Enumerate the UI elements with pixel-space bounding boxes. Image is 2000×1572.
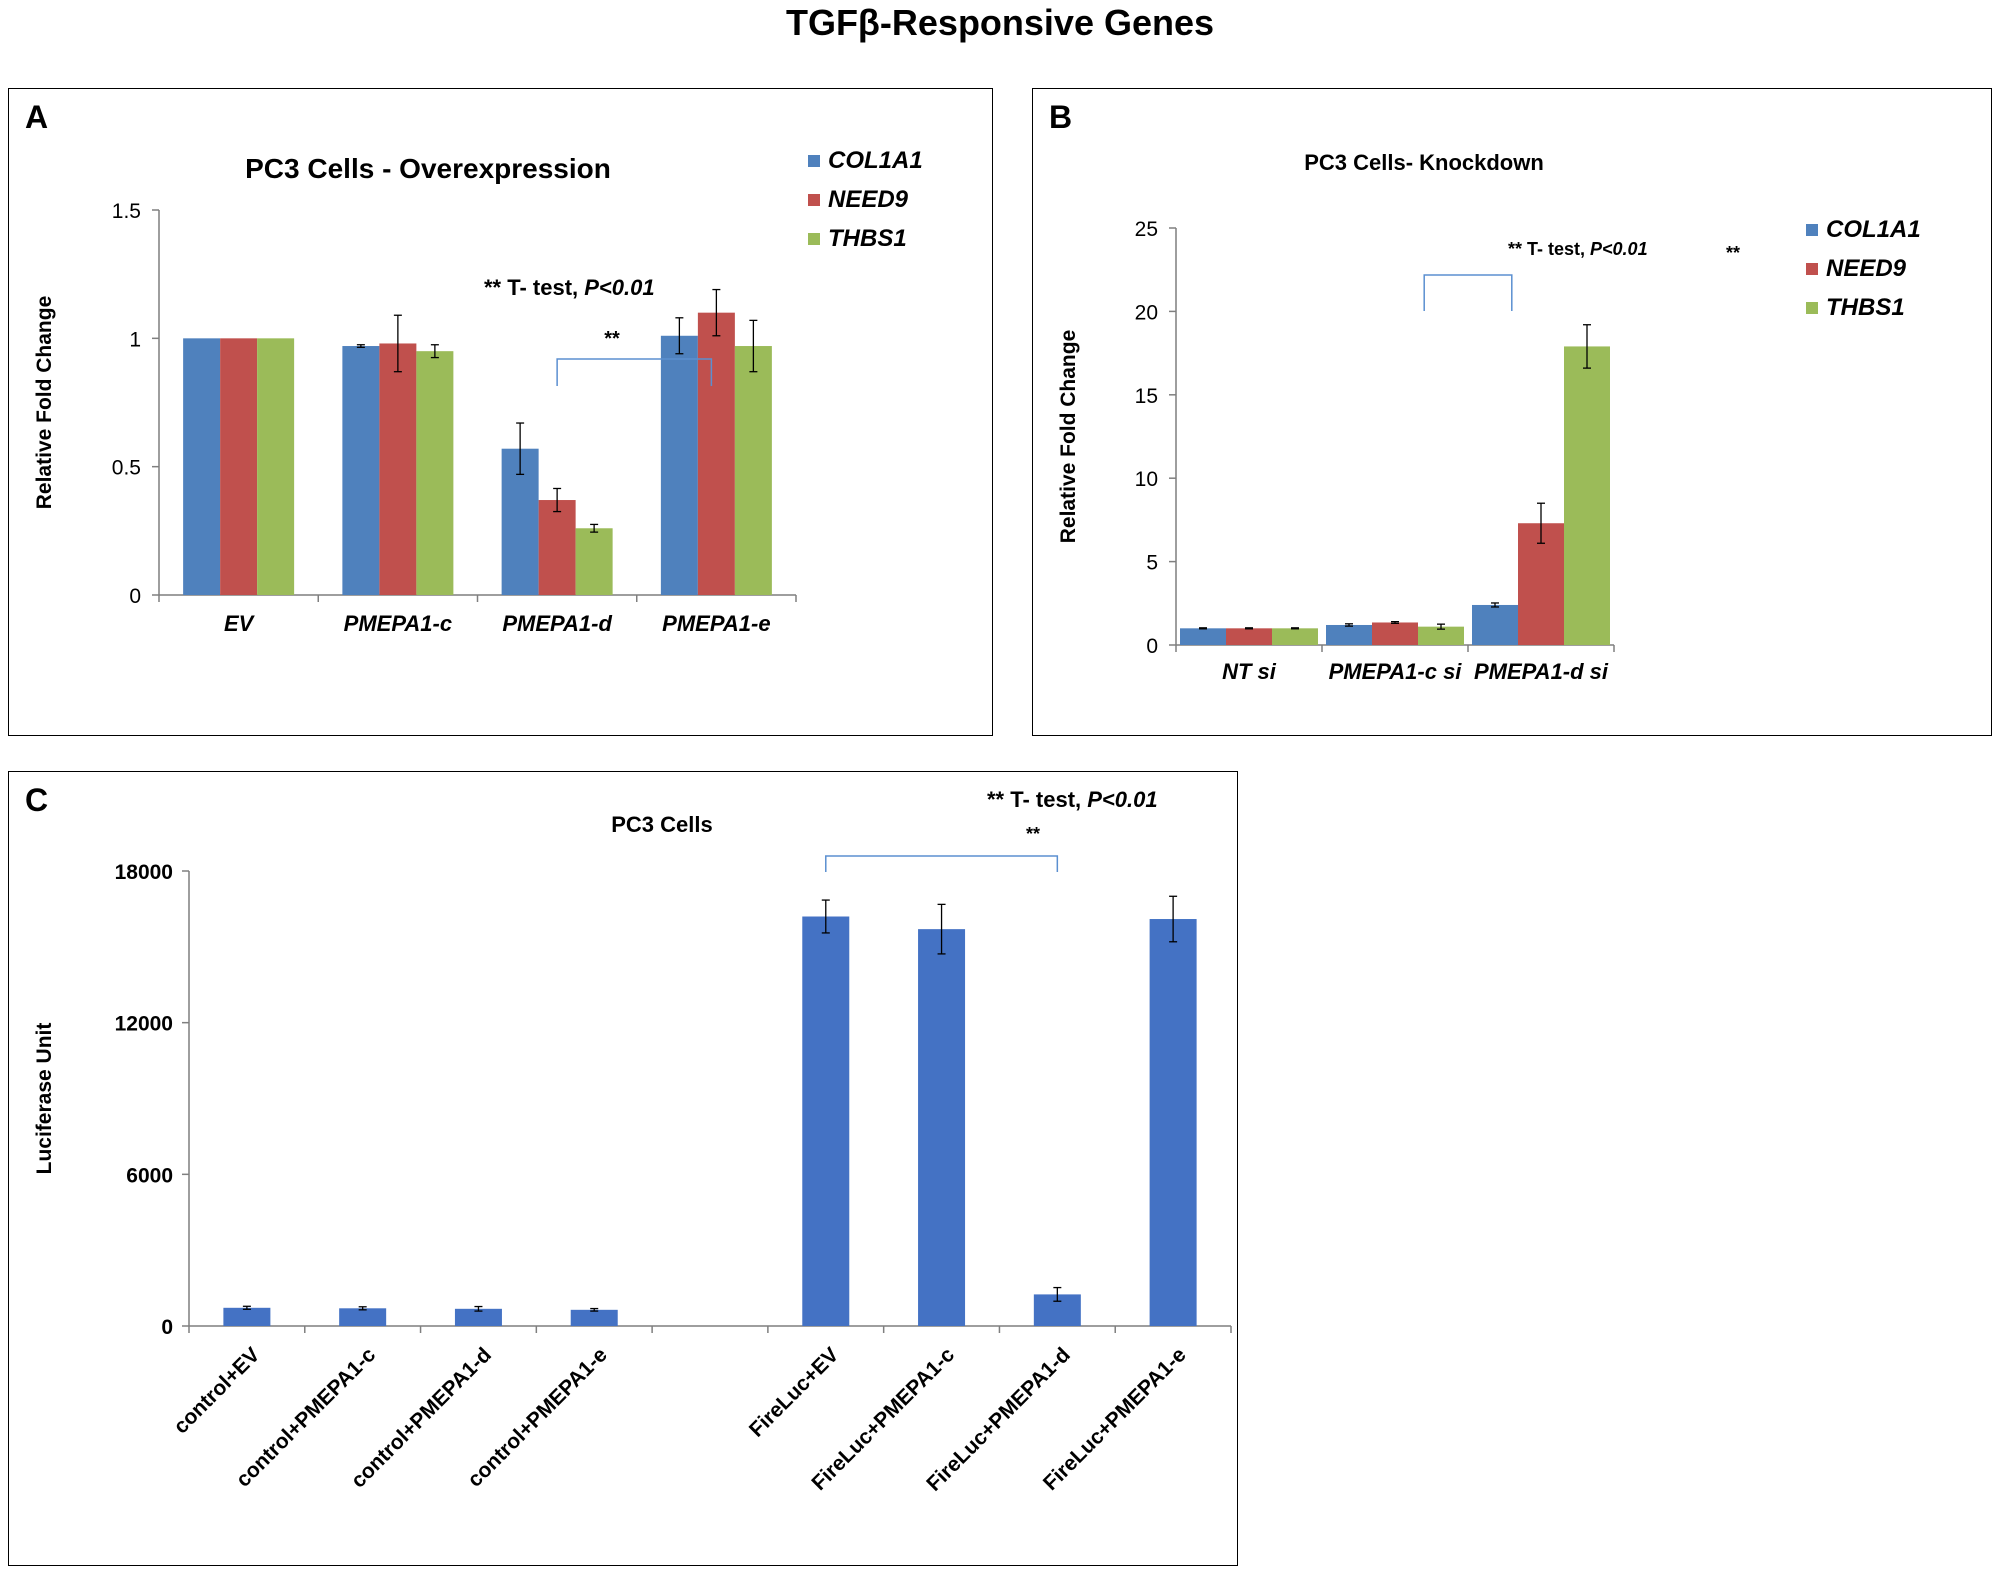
y-tick-label: 5: [1146, 552, 1158, 575]
bar-col1a1: [1472, 604, 1518, 645]
bar-thbs1: [257, 338, 295, 595]
panel-a: A 0 0.5 1 1.5 EV PMEPA1-c PMEPA1-d PMEPA1-e PC3 …: [8, 88, 993, 736]
significance-annotation: ** T- test, P<0.01: [484, 275, 655, 300]
bar-need9: [538, 500, 576, 595]
legend-swatch-need9: [808, 194, 820, 206]
panel-letter-b: B: [1049, 99, 1073, 135]
x-category-label: NT si: [1222, 659, 1277, 684]
x-category-label: PMEPA1-c si: [1329, 659, 1463, 684]
y-tick-label: 0: [129, 585, 141, 608]
bar-thbs1: [416, 351, 454, 595]
y-tick-label: 12000: [115, 1013, 173, 1036]
chart-c: 060001200018000control+EVcontrol+PMEPA1-…: [33, 787, 1232, 1496]
panel-b: B 0 5 10 15 20 25 NT si PMEPA1-c si PMEPA1-d si P…: [1032, 88, 1992, 736]
bar-thbs1: [1564, 346, 1610, 645]
annotation-pvalue: P<0.01: [1087, 787, 1157, 812]
y-tick-label: 0.5: [112, 457, 141, 480]
significance-bracket: [825, 855, 1059, 872]
bar-luciferase: [802, 916, 850, 1326]
bar-luciferase: [918, 929, 966, 1326]
bar-thbs1: [1418, 626, 1464, 645]
legend-label-need9: NEED9: [828, 186, 909, 213]
legend-swatch-thbs1: [808, 233, 820, 245]
bar-thbs1: [575, 528, 613, 595]
chart-title: PC3 Cells - Overexpression: [245, 153, 611, 184]
significance-mark: **: [1726, 243, 1740, 263]
legend-swatch-need9: [1806, 263, 1818, 275]
annotation-pvalue: P<0.01: [1590, 239, 1648, 259]
bar-col1a1: [342, 346, 380, 595]
legend-swatch-col1a1: [1806, 224, 1818, 236]
y-tick-label: 1.5: [112, 200, 141, 223]
annotation-pvalue: P<0.01: [584, 275, 654, 300]
legend-label-col1a1: COL1A1: [1826, 216, 1921, 243]
chart-a: 0 0.5 1 1.5 EV PMEPA1-c PMEPA1-d PMEPA1-e PC3 Ce…: [33, 147, 923, 636]
bar-col1a1: [183, 338, 221, 595]
bar-col1a1: [1180, 628, 1226, 645]
legend-swatch-thbs1: [1806, 302, 1818, 314]
bar-luciferase: [339, 1308, 387, 1326]
legend-label-thbs1: THBS1: [1826, 294, 1905, 321]
bar-col1a1: [660, 335, 698, 595]
bar-luciferase: [223, 1307, 271, 1326]
bar-need9: [220, 338, 258, 595]
significance-mark: **: [604, 328, 620, 350]
bar-thbs1: [734, 346, 772, 595]
bar-luciferase: [1149, 919, 1197, 1326]
x-category-label: PMEPA1-d si: [1474, 659, 1609, 684]
significance-bracket: [1423, 274, 1513, 311]
bar-need9: [1372, 622, 1418, 645]
bar-luciferase: [570, 1309, 618, 1326]
bar-luciferase: [454, 1308, 502, 1326]
y-tick-label: 0: [161, 1316, 173, 1339]
bar-thbs1: [1272, 628, 1318, 645]
annotation-prefix: ** T- test,: [484, 275, 584, 300]
x-category-label: EV: [224, 611, 256, 636]
chart-title: PC3 Cells- Knockdown: [1304, 150, 1544, 175]
y-tick-label: 10: [1135, 468, 1158, 491]
significance-mark: **: [1026, 824, 1040, 844]
y-axis-label: Relative Fold Change: [33, 296, 56, 510]
y-tick-label: 1: [129, 328, 141, 351]
y-tick-label: 25: [1135, 218, 1158, 241]
legend-label-thbs1: THBS1: [828, 225, 907, 252]
significance-annotation: ** T- test, P<0.01: [987, 787, 1158, 812]
x-category-label: PMEPA1-e: [662, 611, 770, 636]
annotation-prefix: ** T- test,: [987, 787, 1087, 812]
x-category-label: control+EV: [169, 1343, 264, 1438]
x-category-label: FireLuc+EV: [745, 1343, 843, 1441]
legend-label-need9: NEED9: [1826, 255, 1907, 282]
x-category-label: PMEPA1-c: [344, 611, 452, 636]
bar-need9: [697, 312, 735, 595]
chart-title: PC3 Cells: [611, 812, 713, 837]
bar-need9: [379, 343, 417, 595]
bar-col1a1: [1326, 624, 1372, 645]
y-axis-label: Luciferase Unit: [33, 1023, 56, 1175]
y-tick-label: 18000: [115, 861, 173, 884]
legend-swatch-col1a1: [808, 155, 820, 167]
y-tick-label: 6000: [126, 1164, 173, 1187]
significance-bracket: [556, 358, 713, 386]
bar-need9: [1226, 628, 1272, 645]
panel-letter-c: C: [25, 782, 49, 818]
legend-label-col1a1: COL1A1: [828, 147, 923, 174]
significance-annotation: ** T- test, P<0.01: [1508, 239, 1648, 259]
panel-letter-a: A: [25, 99, 49, 135]
panel-c: C 0 6000 12000 18000 control+EV control+PMEPA…: [8, 771, 1238, 1566]
x-category-label: PMEPA1-d: [502, 611, 612, 636]
figure-title: TGFβ-Responsive Genes: [785, 2, 1215, 43]
chart-b: 0 5 10 15 20 25 NT si PMEPA1-c si PMEPA1-d si PC3…: [1057, 150, 1921, 684]
y-axis-label: Relative Fold Change: [1057, 330, 1080, 544]
y-tick-label: 20: [1135, 301, 1158, 324]
y-tick-label: 15: [1135, 385, 1158, 408]
annotation-prefix: ** T- test,: [1508, 239, 1590, 259]
y-tick-label: 0: [1146, 635, 1158, 658]
